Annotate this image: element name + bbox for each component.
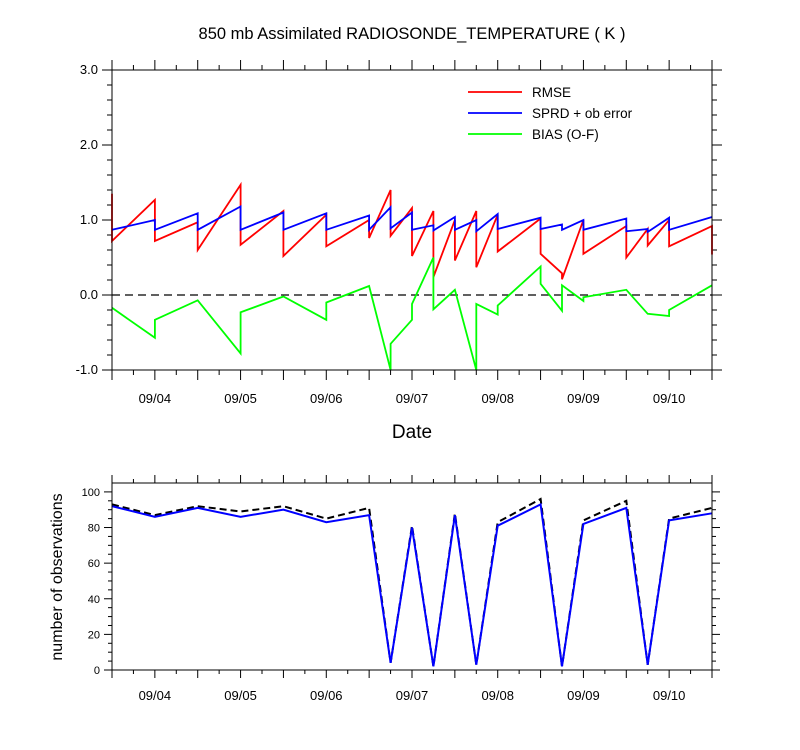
y-tick-label: 0 bbox=[94, 665, 100, 677]
x-tick-label: 09/09 bbox=[567, 688, 600, 703]
y-tick-label: 3.0 bbox=[80, 62, 98, 77]
y-tick-label: 2.0 bbox=[80, 137, 98, 152]
x-tick-label: 09/09 bbox=[567, 391, 600, 406]
x-tick-label: 09/08 bbox=[481, 391, 514, 406]
legend-label: BIAS (O-F) bbox=[532, 127, 599, 142]
x-tick-label: 09/05 bbox=[224, 391, 257, 406]
bottom-axes: 09/04 09/05 09/06 09/07 09/08 09/09 09/10 0 20 40… bbox=[82, 475, 720, 703]
chart-title: 850 mb Assimilated RADIOSONDE_TEMPERATUR… bbox=[199, 25, 626, 43]
top-panel: 850 mb Assimilated RADIOSONDE_TEMPERATUR… bbox=[76, 25, 722, 443]
x-tick-label: 09/04 bbox=[139, 688, 172, 703]
bottom-panel: 09/04 09/05 09/06 09/07 09/08 09/09 09/10 0 20 40… bbox=[49, 475, 720, 703]
top-plot-frame bbox=[111, 69, 713, 371]
bottom-plot-frame bbox=[111, 482, 713, 671]
x-tick-label: 09/10 bbox=[653, 391, 686, 406]
legend-label: RMSE bbox=[532, 85, 571, 100]
x-tick-label: 09/06 bbox=[310, 688, 343, 703]
series-line-possible bbox=[111, 497, 713, 667]
y-tick-label: -1.0 bbox=[76, 362, 98, 377]
x-tick-label: 09/07 bbox=[396, 391, 429, 406]
series-line-sprd-ob-error bbox=[111, 204, 713, 234]
y-tick-label: 0.0 bbox=[80, 287, 98, 302]
y-tick-label: 20 bbox=[88, 629, 100, 641]
series-line-bias-o-f bbox=[111, 257, 713, 371]
x-tick-label: 09/05 bbox=[224, 688, 257, 703]
top-axes: 09/04 09/05 09/06 09/07 09/08 09/09 09/10 -1.0 0… bbox=[76, 60, 722, 406]
x-tick-label: 09/04 bbox=[139, 391, 172, 406]
y-tick-label: 60 bbox=[88, 558, 100, 570]
top-series-group bbox=[111, 181, 713, 371]
legend-label: SPRD + ob error bbox=[532, 106, 633, 121]
x-axis-label: Date bbox=[392, 422, 432, 443]
y-axis-label: number of observations bbox=[49, 493, 66, 660]
legend: RMSE SPRD + ob error BIAS (O-F) bbox=[468, 85, 633, 142]
y-tick-label: 40 bbox=[88, 594, 100, 606]
bottom-series-group bbox=[111, 497, 713, 667]
y-tick-label: 80 bbox=[88, 523, 100, 535]
x-tick-label: 09/07 bbox=[396, 688, 429, 703]
y-tick-label: 1.0 bbox=[80, 212, 98, 227]
x-tick-label: 09/08 bbox=[481, 688, 514, 703]
x-tick-label: 09/06 bbox=[310, 391, 343, 406]
series-line-used bbox=[111, 502, 713, 667]
x-tick-label: 09/10 bbox=[653, 688, 686, 703]
y-tick-label: 100 bbox=[82, 487, 100, 499]
